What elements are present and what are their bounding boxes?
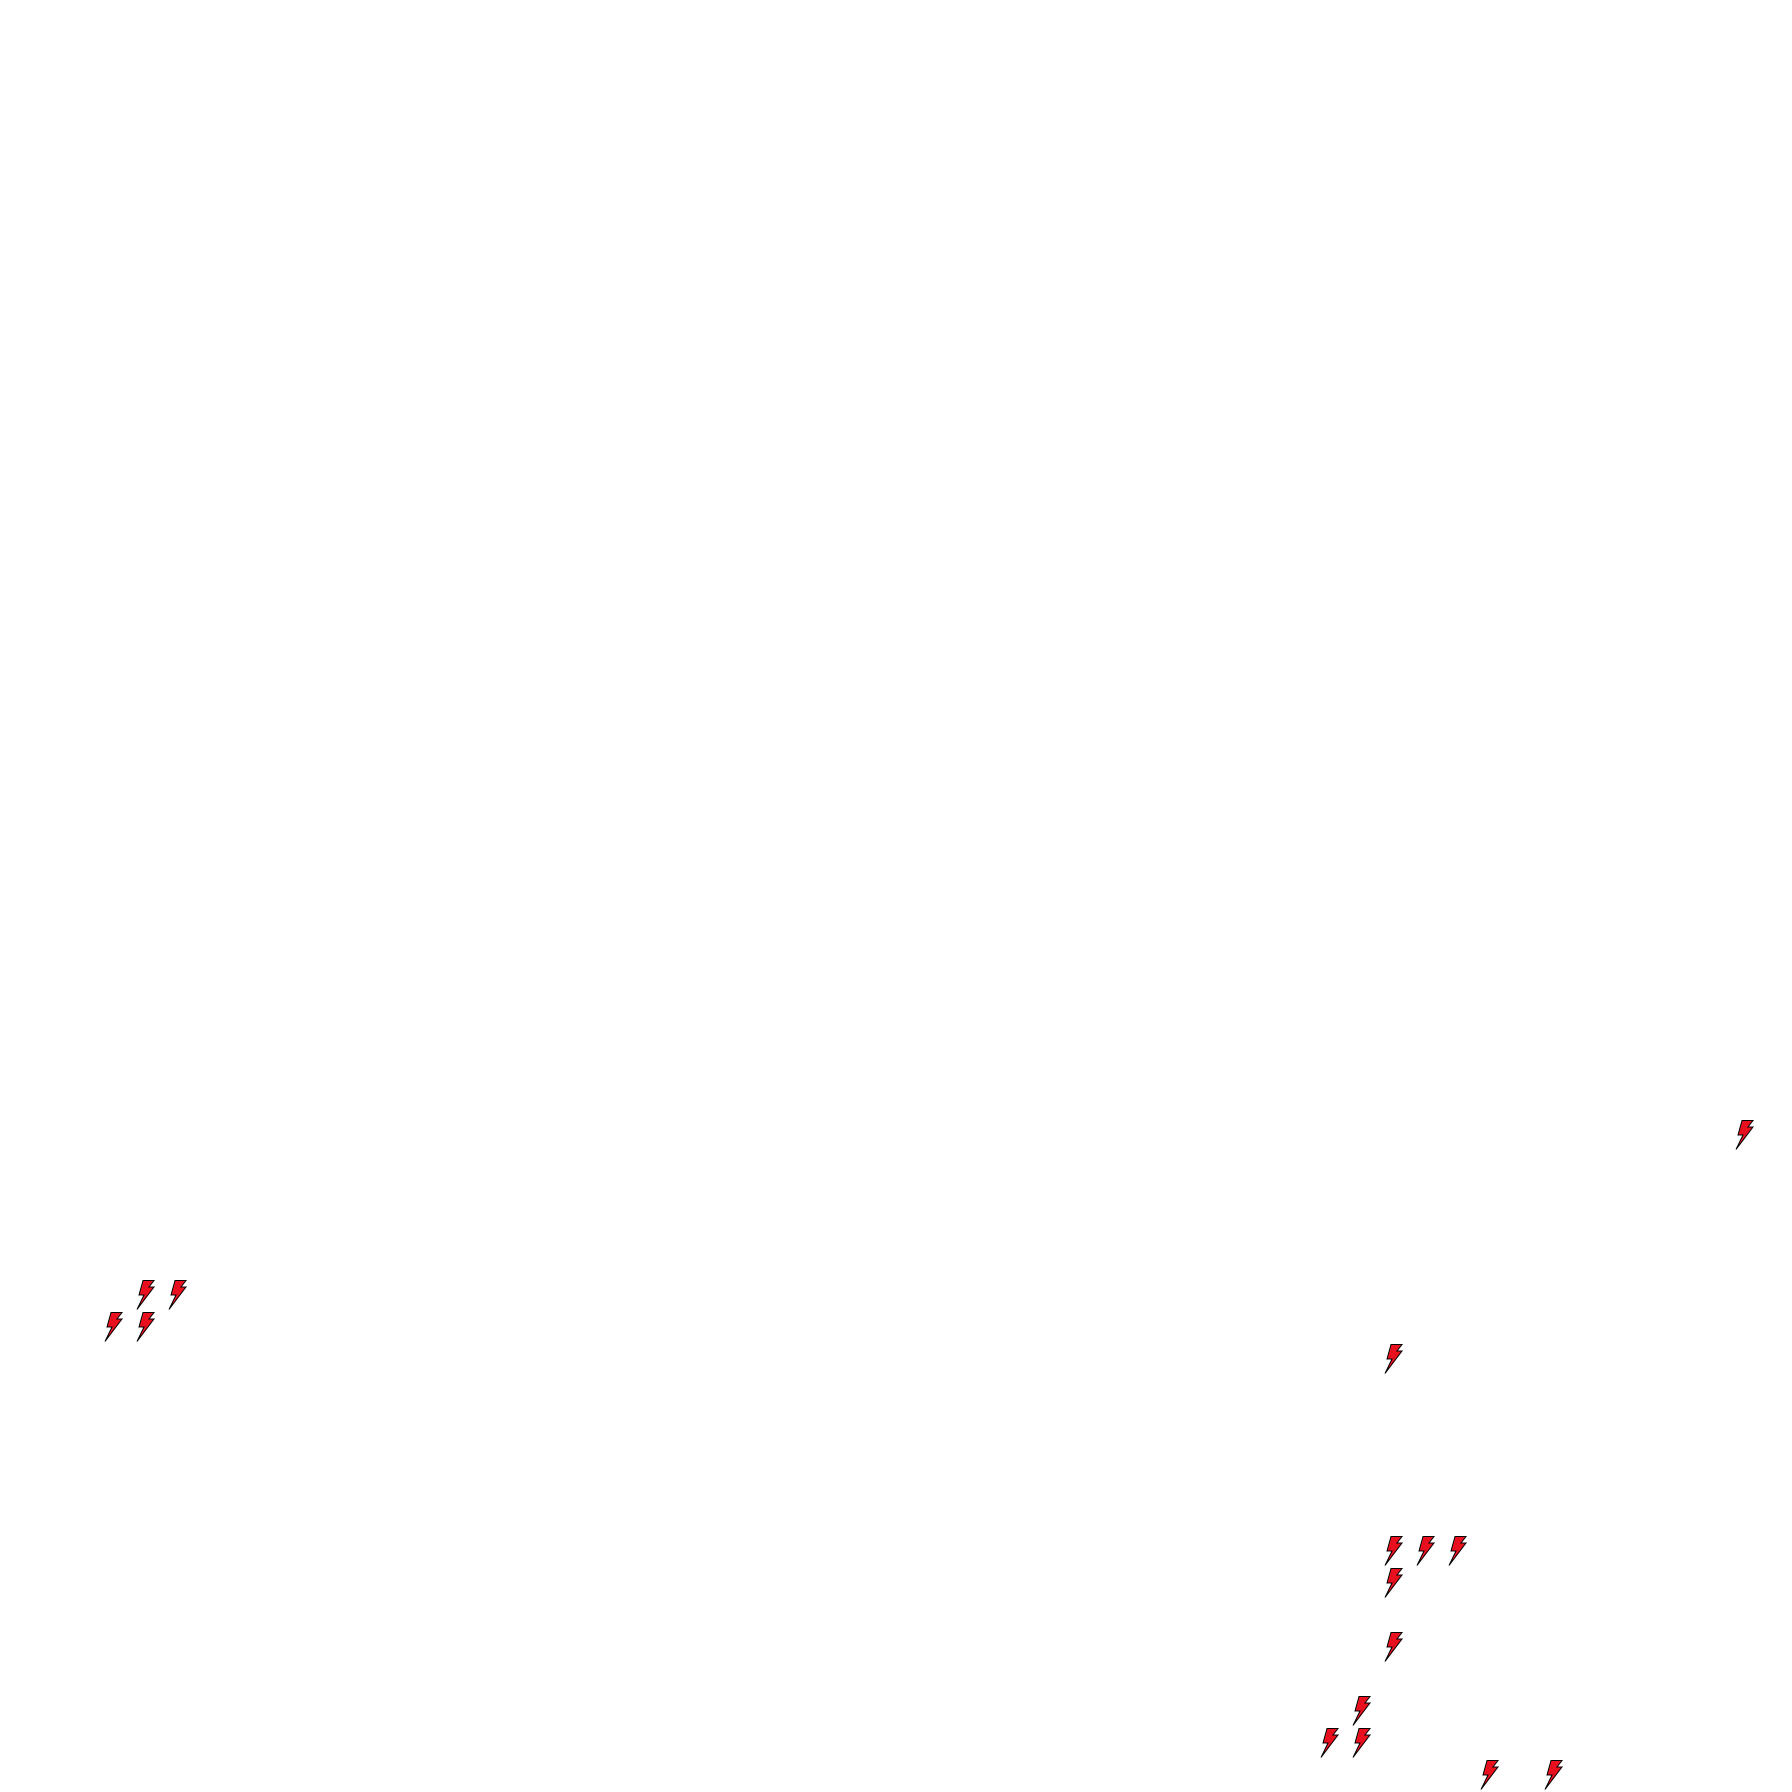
page xyxy=(0,0,1792,1792)
map xyxy=(0,0,1792,1792)
map-background xyxy=(0,0,1792,1792)
